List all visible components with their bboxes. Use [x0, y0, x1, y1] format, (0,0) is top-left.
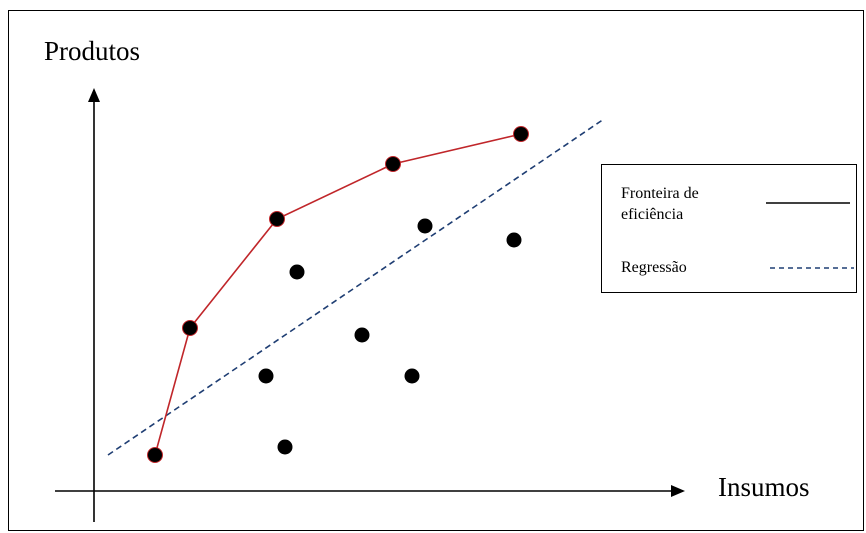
data-points-group: [147, 126, 529, 463]
interior-point-7: [277, 439, 293, 455]
interior-point-5: [258, 368, 274, 384]
interior-point-4: [354, 327, 370, 343]
legend-frontier-label: Fronteira de: [621, 185, 699, 202]
legend: Fronteira de eficiência Regressão: [601, 164, 857, 293]
frontier-point-3: [269, 211, 285, 227]
efficiency-frontier-line: [154, 133, 522, 456]
frontier-point-2: [182, 320, 198, 336]
interior-point-6: [404, 368, 420, 384]
x-axis-label: Insumos: [718, 472, 810, 502]
frontier-point-1: [147, 447, 163, 463]
legend-regression-label: Regressão: [621, 259, 687, 276]
interior-point-2: [417, 218, 433, 234]
efficiency-frontier-group: [154, 133, 522, 456]
regression-line-group: [107, 118, 605, 456]
legend-swatches: [766, 202, 854, 269]
interior-point-3: [506, 232, 522, 248]
y-axis-label: Produtos: [44, 36, 141, 66]
frontier-point-4: [385, 156, 401, 172]
frontier-point-5: [513, 126, 529, 142]
legend-frontier-label-line2: eficiência: [621, 206, 684, 222]
regression-line: [107, 118, 605, 456]
interior-point-1: [289, 264, 305, 280]
